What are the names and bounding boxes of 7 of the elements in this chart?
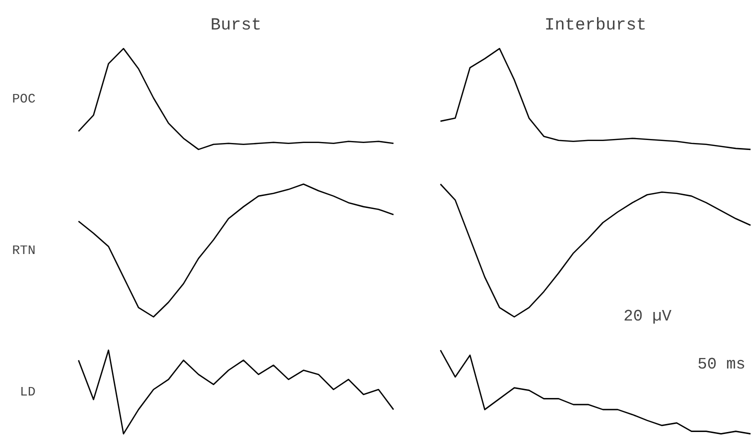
annotation: 20 µV bbox=[623, 308, 672, 326]
chart-title: Interburst bbox=[544, 16, 647, 36]
annotation: 50 ms bbox=[697, 356, 746, 374]
y-axis-title: POC bbox=[12, 92, 36, 106]
y-axis-title: LD bbox=[20, 384, 36, 400]
y-axis-title: RTN bbox=[12, 243, 36, 258]
chart-title: Burst bbox=[210, 16, 262, 36]
